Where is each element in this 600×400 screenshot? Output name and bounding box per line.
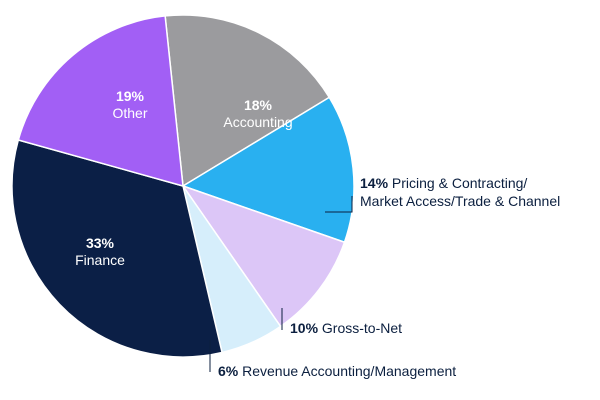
slice-percent-accounting: 18% (244, 97, 273, 113)
pie-slice-other (17, 15, 184, 188)
slice-label-line2-pricing-contracting-market-access-trade-channel: Market Access/Trade & Channel (360, 193, 560, 209)
slice-percent-finance: 33% (86, 235, 115, 251)
slice-label-finance: Finance (75, 252, 125, 268)
pie-slice-accounting (164, 14, 331, 188)
pie-slice-finance (11, 139, 223, 358)
pie-slice-gross-to-net (181, 184, 346, 328)
slice-percent-other: 19% (116, 88, 145, 104)
slice-label-revenue-accounting-management: 6% Revenue Accounting/Management (218, 363, 456, 379)
slice-label-accounting: Accounting (223, 114, 292, 130)
leader-line-pricing-contracting-market-access-trade-channel (325, 196, 353, 213)
slice-label-other: Other (112, 105, 147, 121)
slice-label-gross-to-net: 10% Gross-to-Net (290, 320, 402, 336)
pie-slice-pricing-contracting-market-access-trade-channel (181, 96, 355, 244)
slice-label-pricing-contracting-market-access-trade-channel: 14% Pricing & Contracting/ (360, 175, 527, 191)
